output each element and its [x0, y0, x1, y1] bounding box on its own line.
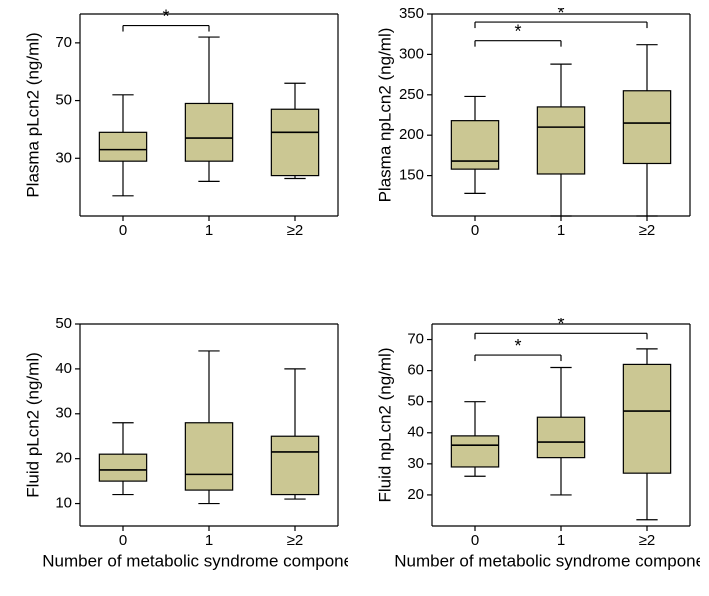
svg-text:≥2: ≥2 — [287, 222, 304, 239]
svg-text:0: 0 — [119, 222, 127, 239]
ylabel: Fluid pLcn2 (ng/ml) — [23, 352, 42, 498]
significance-marker: * — [557, 8, 564, 23]
boxplot-box — [271, 109, 318, 175]
svg-text:1: 1 — [205, 222, 213, 239]
svg-text:50: 50 — [55, 92, 72, 109]
boxplot-box — [451, 121, 498, 169]
svg-text:350: 350 — [399, 8, 424, 22]
boxplot-box — [185, 103, 232, 161]
svg-text:1: 1 — [557, 222, 565, 239]
ylabel: Plasma npLcn2 (ng/ml) — [375, 28, 394, 203]
boxplot-box — [185, 423, 232, 490]
significance-marker: * — [514, 21, 521, 41]
svg-text:300: 300 — [399, 45, 424, 62]
svg-text:1: 1 — [557, 532, 565, 549]
boxplot-box — [537, 417, 584, 457]
panel-fluid_npLcn2: 20 30 40 50 60 70 0 1 ≥2 Fluid npLcn2 (ng/ml) Numb… — [370, 318, 700, 596]
svg-text:200: 200 — [399, 126, 424, 143]
svg-text:30: 30 — [407, 455, 424, 472]
svg-text:0: 0 — [119, 532, 127, 549]
svg-text:20: 20 — [407, 486, 424, 503]
svg-text:0: 0 — [471, 532, 479, 549]
svg-text:≥2: ≥2 — [639, 222, 656, 239]
ylabel: Plasma pLcn2 (ng/ml) — [23, 32, 42, 197]
xlabel: Number of metabolic syndrome components — [42, 551, 348, 570]
boxplot-box — [99, 454, 146, 481]
svg-text:1: 1 — [205, 532, 213, 549]
boxplot-box — [451, 436, 498, 467]
boxplot-box — [271, 436, 318, 494]
svg-text:40: 40 — [55, 360, 72, 377]
svg-text:50: 50 — [407, 393, 424, 410]
svg-text:10: 10 — [55, 495, 72, 512]
significance-marker: * — [557, 318, 564, 334]
svg-text:0: 0 — [471, 222, 479, 239]
svg-text:60: 60 — [407, 362, 424, 379]
boxplot-box — [623, 91, 670, 164]
svg-text:≥2: ≥2 — [287, 532, 304, 549]
boxplot-box — [99, 132, 146, 161]
svg-text:70: 70 — [55, 34, 72, 51]
svg-text:30: 30 — [55, 405, 72, 422]
svg-text:250: 250 — [399, 86, 424, 103]
svg-text:30: 30 — [55, 149, 72, 166]
svg-text:40: 40 — [407, 424, 424, 441]
svg-text:150: 150 — [399, 167, 424, 184]
panel-fluid_pLcn2: 10 20 30 40 50 0 1 ≥2 Fluid pLcn2 (ng/ml) Number … — [18, 318, 348, 596]
significance-marker: * — [162, 8, 169, 26]
svg-text:≥2: ≥2 — [639, 532, 656, 549]
svg-text:50: 50 — [55, 318, 72, 332]
boxplot-box — [537, 107, 584, 174]
svg-text:70: 70 — [407, 331, 424, 348]
svg-text:20: 20 — [55, 450, 72, 467]
figure-container: 30507001≥2Plasma pLcn2 (ng/ml)*150200250… — [0, 0, 709, 596]
significance-marker: * — [514, 336, 521, 356]
panel-plasma_npLcn2: 150 200 250 300 350 0 1 ≥2 Plasma npLcn2 (ng/ml)… — [370, 8, 700, 258]
xlabel: Number of metabolic syndrome components — [394, 551, 700, 570]
panel-plasma_pLcn2: 30 50 70 0 1 ≥2 Plasma pLcn2 (ng/ml) * — [18, 8, 348, 258]
ylabel: Fluid npLcn2 (ng/ml) — [375, 348, 394, 503]
boxplot-box — [623, 364, 670, 473]
